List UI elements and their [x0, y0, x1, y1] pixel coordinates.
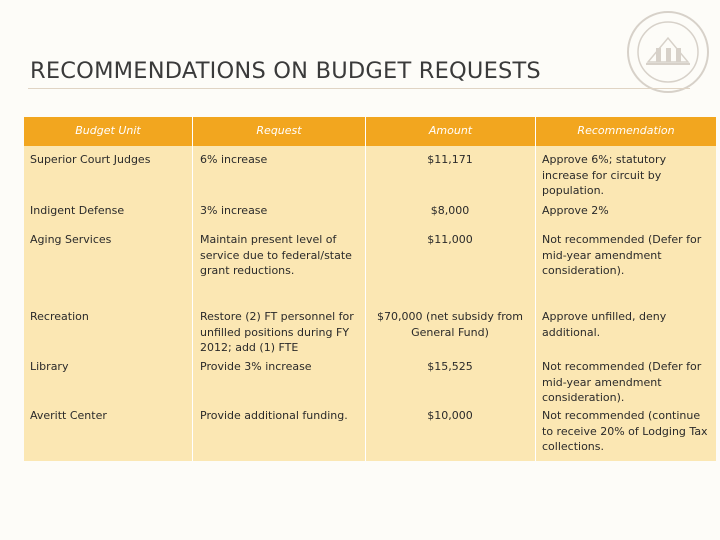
table-cell-amount: $70,000 (net subsidy from General Fund) [377, 310, 523, 339]
table-cell-amount: $11,171 [427, 153, 473, 166]
county-seal-logo [627, 11, 709, 93]
table-cell-unit: Indigent Defense [30, 204, 125, 217]
column-divider [535, 117, 536, 461]
table-cell-unit: Recreation [30, 310, 89, 323]
table-cell-amount: $8,000 [430, 204, 470, 217]
table-cell-unit: Library [30, 360, 69, 373]
table-cell-recommendation: Not recommended (Defer for mid-year amen… [542, 233, 702, 277]
table-cell-unit: Averitt Center [30, 409, 107, 422]
column-divider [365, 117, 366, 461]
title-divider [28, 88, 690, 89]
table-cell-recommendation: Not recommended (continue to receive 20%… [542, 409, 708, 453]
table-cell-recommendation: Approve 2% [542, 204, 609, 217]
table-cell-recommendation: Approve unfilled, deny additional. [542, 310, 667, 339]
table-cell-request: Maintain present level of service due to… [200, 233, 352, 277]
table-cell-amount: $11,000 [427, 233, 473, 246]
table-cell-amount: $10,000 [427, 409, 473, 422]
budget-table: Budget Unit Request Amount Recommendatio… [24, 117, 716, 461]
header-recommendation: Recommendation [577, 124, 675, 137]
table-cell-recommendation: Not recommended (Defer for mid-year amen… [542, 360, 702, 404]
table-cell-unit: Aging Services [30, 233, 112, 246]
column-divider [192, 117, 193, 461]
header-request: Request [256, 124, 302, 137]
table-cell-recommendation: Approve 6%; statutory increase for circu… [542, 153, 667, 197]
table-header-row: Budget Unit Request Amount Recommendatio… [24, 117, 716, 146]
table-cell-request: Restore (2) FT personnel for unfilled po… [200, 310, 354, 354]
table-cell-unit: Superior Court Judges [30, 153, 151, 166]
table-cell-request: 6% increase [200, 153, 268, 166]
table-cell-request: Provide additional funding. [200, 409, 348, 422]
header-amount: Amount [428, 124, 473, 137]
table-cell-amount: $15,525 [427, 360, 473, 373]
header-budget-unit: Budget Unit [75, 124, 141, 137]
page-title: RECOMMENDATIONS ON BUDGET REQUESTS [30, 58, 541, 84]
table-cell-request: Provide 3% increase [200, 360, 312, 373]
table-cell-request: 3% increase [200, 204, 268, 217]
